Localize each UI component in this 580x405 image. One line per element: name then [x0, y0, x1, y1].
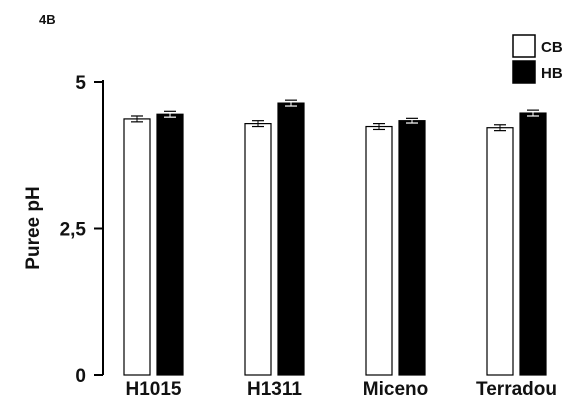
- bar-hb-terradou: [519, 112, 547, 376]
- x-category-label: H1015: [126, 379, 182, 400]
- legend-label-hb: HB: [541, 65, 563, 82]
- legend-swatch-hb: [512, 60, 536, 84]
- bar-hb-h1015: [156, 113, 184, 376]
- legend-swatch-cb: [512, 34, 536, 58]
- bar-cb-h1015: [123, 118, 151, 376]
- bar-hb-h1311: [277, 102, 305, 376]
- bar-cb-h1311: [244, 123, 272, 376]
- legend-label-cb: CB: [541, 39, 563, 56]
- x-category-label: Miceno: [363, 379, 428, 400]
- axes: 02,55: [60, 73, 104, 387]
- legend: CB HB: [512, 34, 563, 84]
- x-category-label: H1311: [247, 379, 302, 400]
- y-axis-title: Puree pH: [23, 186, 44, 269]
- x-category-label: Terradou: [476, 379, 557, 400]
- panel-label: 4B: [39, 12, 56, 27]
- bar-cb-miceno: [365, 125, 393, 376]
- y-tick-label: 5: [75, 73, 86, 94]
- bar-hb-miceno: [398, 120, 426, 376]
- y-tick-label: 2,5: [60, 220, 87, 241]
- bars: H1015 H1311 Miceno Terradou: [123, 99, 557, 400]
- y-tick-label: 0: [75, 366, 86, 387]
- bar-cb-terradou: [486, 127, 514, 376]
